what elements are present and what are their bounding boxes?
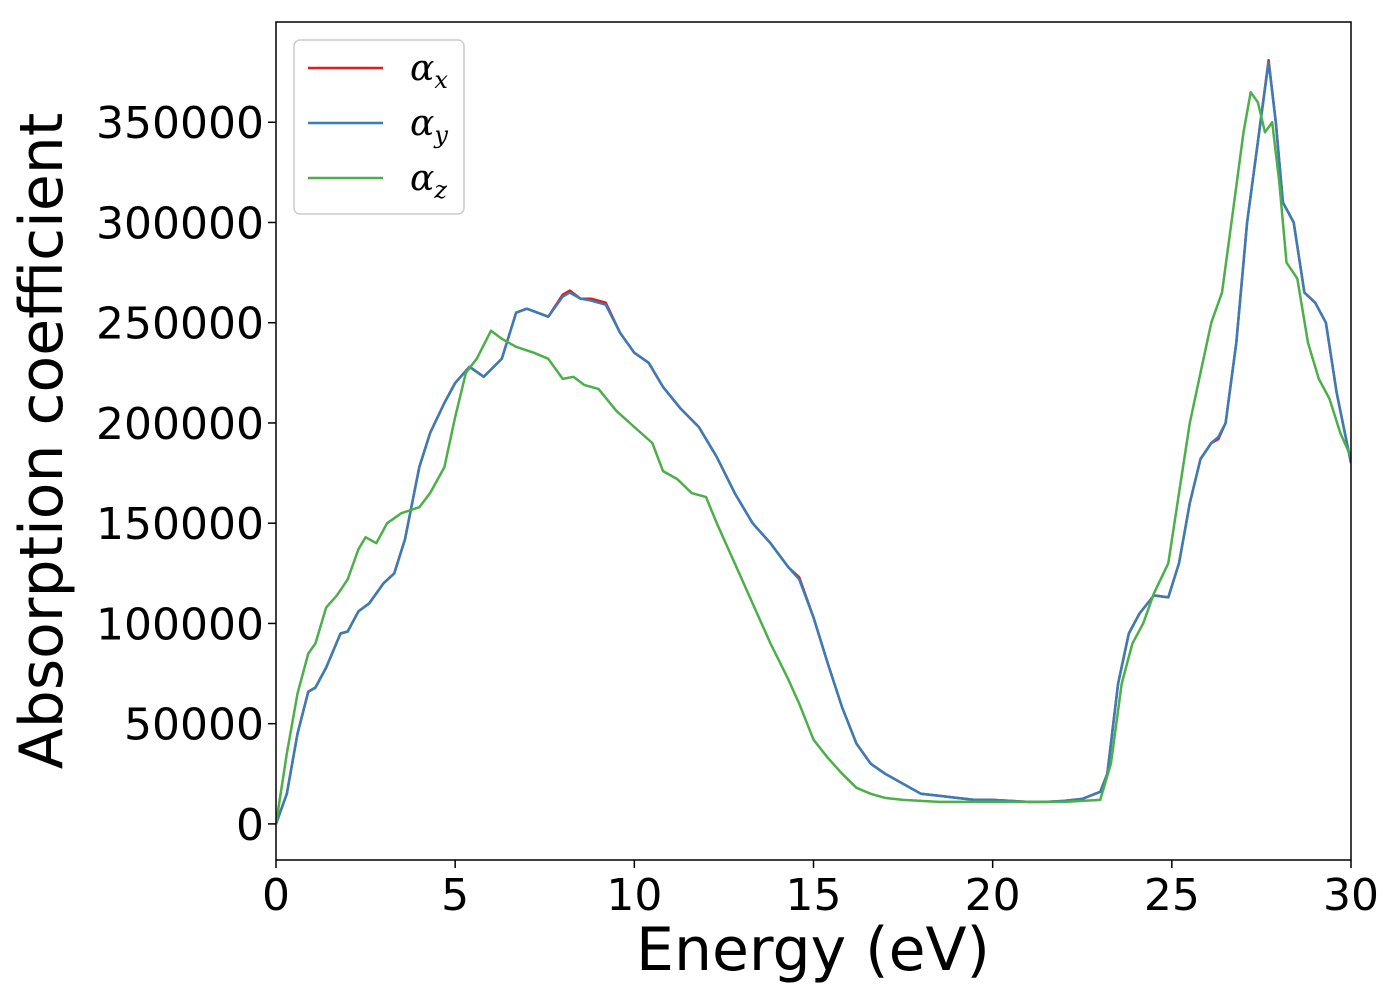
x-tick-label: 15 [786, 870, 842, 921]
y-tick-label: 350000 [96, 98, 264, 149]
legend-label-x: αx [410, 48, 448, 94]
y-tick-label: 200000 [96, 399, 264, 450]
x-tick-label: 25 [1144, 870, 1200, 921]
x-tick-label: 10 [606, 870, 662, 921]
y-axis-title: Absorption coefficient [7, 113, 77, 770]
legend-label-z: αz [410, 158, 447, 204]
legend-box [293, 39, 465, 215]
y-tick-label: 250000 [96, 299, 264, 350]
y-tick-label: 0 [236, 800, 264, 851]
x-tick-label: 20 [965, 870, 1021, 921]
x-tick-label: 5 [441, 870, 469, 921]
legend-label-y: αy [410, 103, 448, 149]
y-tick-label: 150000 [96, 499, 264, 550]
series-line-z [276, 90, 1351, 825]
legend: αx αy αz [293, 39, 465, 215]
y-tick-label: 100000 [96, 599, 264, 650]
y-tick-label: 300000 [96, 198, 264, 249]
x-tick-label: 30 [1323, 870, 1379, 921]
series-line-y [276, 60, 1351, 825]
x-axis-title: Energy (eV) [636, 915, 990, 985]
y-tick-label: 50000 [124, 700, 264, 751]
x-tick-label: 0 [262, 870, 290, 921]
